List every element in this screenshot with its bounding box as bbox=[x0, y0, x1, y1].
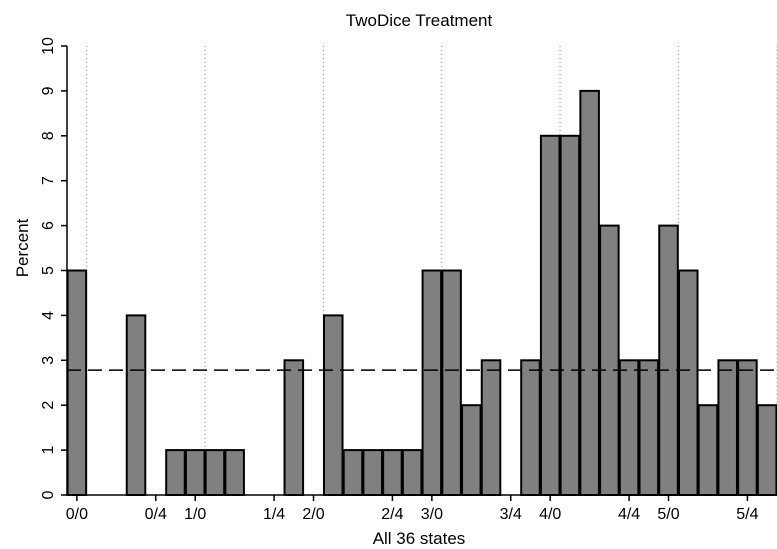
y-tick-label: 5 bbox=[40, 266, 57, 275]
bar bbox=[224, 449, 245, 497]
bar bbox=[283, 359, 305, 496]
bar bbox=[401, 449, 423, 497]
bar bbox=[717, 359, 738, 496]
y-tick-label: 7 bbox=[40, 176, 57, 185]
bar bbox=[677, 269, 699, 496]
bar bbox=[322, 314, 344, 496]
x-axis-label: All 36 states bbox=[373, 529, 466, 548]
y-tick-label: 6 bbox=[40, 221, 57, 230]
y-tick-label: 2 bbox=[40, 401, 57, 410]
bar bbox=[165, 449, 186, 497]
x-tick-label: 0/0 bbox=[66, 506, 88, 523]
y-tick-label: 9 bbox=[40, 86, 57, 95]
x-tick-label: 2/4 bbox=[381, 506, 403, 523]
bars bbox=[66, 89, 777, 497]
x-tick-label: 5/0 bbox=[657, 506, 679, 523]
y-tick-label: 10 bbox=[40, 37, 57, 55]
bar bbox=[737, 359, 758, 496]
x-tick-label: 1/4 bbox=[263, 506, 285, 523]
bar bbox=[579, 89, 600, 497]
x-tick-label: 0/4 bbox=[145, 506, 167, 523]
y-tick-label: 1 bbox=[40, 446, 57, 455]
bar bbox=[125, 314, 147, 496]
y-axis: 0 1 2 3 4 5 6 7 8 9 10 bbox=[40, 37, 68, 499]
y-tick-label: 3 bbox=[40, 356, 57, 365]
bar bbox=[638, 359, 660, 496]
bar bbox=[66, 269, 88, 496]
bar bbox=[382, 449, 403, 497]
y-tick-label: 0 bbox=[40, 490, 57, 499]
bar bbox=[441, 269, 462, 496]
bar bbox=[756, 404, 777, 497]
bar bbox=[618, 359, 640, 496]
chart-title: TwoDice Treatment bbox=[346, 11, 493, 30]
bar bbox=[421, 269, 443, 496]
bar bbox=[461, 404, 482, 497]
y-tick-label: 8 bbox=[40, 131, 57, 140]
bar bbox=[204, 449, 226, 497]
bar bbox=[559, 134, 581, 497]
bar bbox=[342, 449, 364, 497]
x-tick-label: 4/4 bbox=[618, 506, 640, 523]
x-tick-label: 1/0 bbox=[184, 506, 206, 523]
bar bbox=[658, 224, 679, 496]
bar bbox=[539, 134, 561, 497]
bar bbox=[599, 224, 620, 496]
y-axis-label: Percent bbox=[13, 218, 32, 277]
x-tick-label: 3/4 bbox=[500, 506, 522, 523]
bar bbox=[520, 359, 541, 496]
bar bbox=[697, 404, 719, 497]
x-tick-label: 4/0 bbox=[539, 506, 561, 523]
y-tick-label: 4 bbox=[40, 311, 57, 320]
x-tick-label: 3/0 bbox=[421, 506, 443, 523]
bar bbox=[362, 449, 383, 497]
x-tick-label: 5/4 bbox=[736, 506, 758, 523]
bar bbox=[184, 449, 206, 497]
x-axis: 0/0 0/4 1/0 1/4 2/0 2/4 3/0 3/4 4/0 4/4 5/0 5/4 bbox=[66, 494, 777, 523]
bar bbox=[480, 359, 502, 496]
x-tick-label: 2/0 bbox=[302, 506, 324, 523]
